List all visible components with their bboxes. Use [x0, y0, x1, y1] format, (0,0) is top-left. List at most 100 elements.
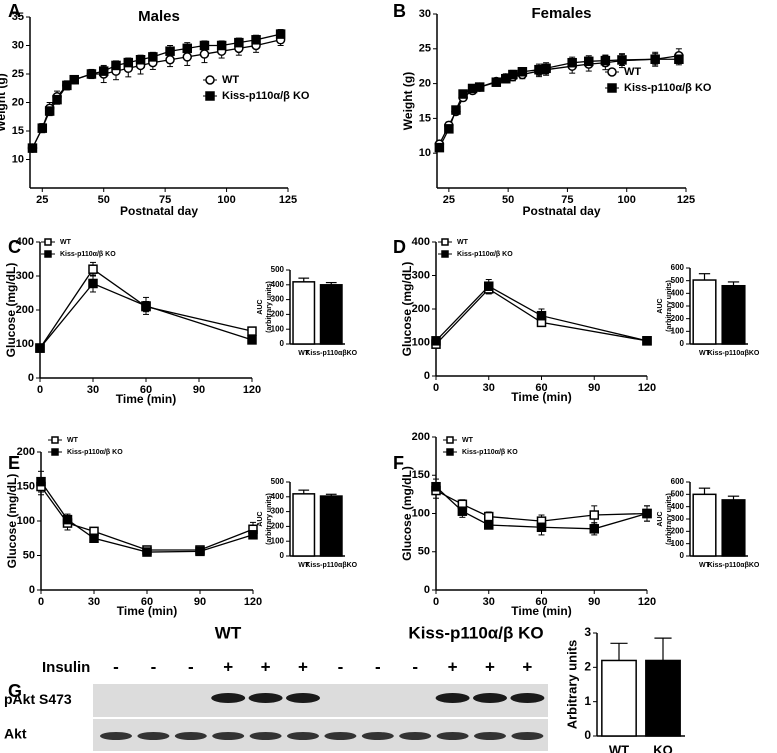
y-tick-label: 20 — [12, 96, 24, 108]
blot-band — [435, 693, 470, 703]
x-tick-label: 75 — [561, 194, 573, 206]
x-tick-label: 60 — [141, 596, 153, 608]
marker — [674, 54, 684, 64]
bar — [645, 659, 681, 737]
marker — [491, 77, 502, 87]
y-axis-label: Glucose (mg/dL) — [400, 466, 414, 561]
y-tick-label: 400 — [412, 236, 430, 248]
x-tick-label: 50 — [98, 194, 110, 206]
y-tick-label: 0 — [29, 584, 35, 596]
marker — [142, 547, 152, 557]
legend-label: Kiss-p110α/β KO — [462, 449, 518, 456]
marker — [484, 511, 494, 522]
lane-sign: + — [223, 657, 233, 676]
panel-letter: A — [8, 1, 21, 21]
y-tick-label: 400 — [271, 492, 285, 501]
y-tick-label: 100 — [671, 539, 685, 548]
x-tick-label: 120 — [638, 382, 656, 394]
marker — [234, 37, 244, 48]
x-axis-label: Postnatal day — [120, 204, 198, 218]
y-tick-label: 50 — [23, 549, 35, 561]
marker — [584, 56, 594, 67]
marker — [86, 69, 97, 79]
y-tick-label: 3 — [584, 625, 591, 639]
blot-band — [324, 732, 357, 740]
y-tick-label: 30 — [419, 8, 431, 20]
legend-label: Kiss-p110α/β KO — [60, 251, 116, 258]
y-axis-label: (arbitrary units) — [266, 493, 273, 545]
marker — [650, 54, 660, 64]
marker — [600, 55, 611, 66]
x-tick-label: WT — [699, 350, 711, 357]
legend-marker — [205, 91, 215, 101]
y-tick-label: 100 — [271, 536, 285, 545]
x-tick-label: WT — [298, 350, 310, 357]
marker — [275, 29, 286, 39]
marker — [247, 326, 257, 336]
x-tick-label: 90 — [194, 596, 206, 608]
marker — [642, 508, 652, 519]
marker — [182, 52, 193, 62]
y-tick-label: 100 — [271, 324, 285, 333]
y-tick-label: 100 — [17, 515, 35, 527]
marker — [44, 106, 55, 116]
x-tick-label: 90 — [588, 596, 600, 608]
y-tick-label: 200 — [17, 446, 35, 458]
lane-sign: + — [485, 657, 495, 676]
x-tick-label: 0 — [38, 596, 44, 608]
y-tick-label: 300 — [16, 270, 34, 282]
x-tick-label: 75 — [159, 194, 171, 206]
x-tick-label: Kiss-p110αβKO — [305, 562, 357, 569]
legend-marker — [205, 75, 215, 85]
bar — [692, 279, 717, 345]
bar — [292, 281, 316, 345]
marker — [88, 278, 98, 289]
x-tick-label: WT — [609, 742, 629, 753]
y-tick-label: 0 — [424, 370, 430, 382]
marker — [36, 476, 46, 487]
y-tick-label: 100 — [412, 336, 430, 348]
x-axis-label: Time (min) — [117, 604, 177, 618]
blot-band — [249, 732, 282, 740]
marker — [199, 49, 210, 59]
y-tick-label: 50 — [418, 546, 430, 558]
y-tick-label: 200 — [16, 304, 34, 316]
y-axis-label: AUC — [257, 299, 264, 314]
x-tick-label: Kiss-p110αβKO — [708, 562, 760, 569]
y-tick-label: 500 — [271, 265, 285, 274]
legend-label: Kiss-p110α/β KO — [67, 449, 123, 456]
marker — [251, 35, 261, 45]
x-axis-label: Time (min) — [511, 390, 571, 404]
x-tick-label: 120 — [244, 596, 262, 608]
blot-band — [137, 732, 170, 740]
blot-band — [436, 732, 469, 740]
blot-strip — [93, 684, 548, 717]
marker — [434, 142, 445, 153]
x-tick-label: 50 — [502, 194, 514, 206]
x-tick-label: 120 — [243, 384, 261, 396]
x-tick-label: 0 — [433, 382, 439, 394]
marker — [589, 524, 599, 534]
y-tick-label: 150 — [17, 480, 35, 492]
marker — [484, 281, 494, 291]
marker — [182, 43, 193, 54]
x-tick-label: Kiss-p110αβKO — [708, 350, 760, 357]
error-bar — [698, 273, 711, 281]
y-tick-label: 100 — [16, 338, 34, 350]
marker — [458, 89, 468, 99]
error-bar — [654, 637, 672, 661]
x-tick-label: 0 — [433, 596, 439, 608]
y-tick-label: 200 — [412, 303, 430, 315]
panel-letter: C — [8, 237, 21, 257]
marker — [27, 143, 38, 153]
legend-label: Kiss-p110α/β KO — [624, 82, 712, 94]
y-tick-label: 100 — [671, 326, 685, 335]
y-tick-label: 35 — [12, 11, 24, 23]
marker — [474, 82, 485, 92]
series-line — [435, 285, 648, 342]
blot-band — [174, 732, 207, 740]
y-tick-label: 0 — [584, 728, 591, 742]
x-axis-label: Time (min) — [116, 392, 176, 406]
lane-sign: + — [522, 657, 532, 676]
y-tick-label: 400 — [271, 280, 285, 289]
